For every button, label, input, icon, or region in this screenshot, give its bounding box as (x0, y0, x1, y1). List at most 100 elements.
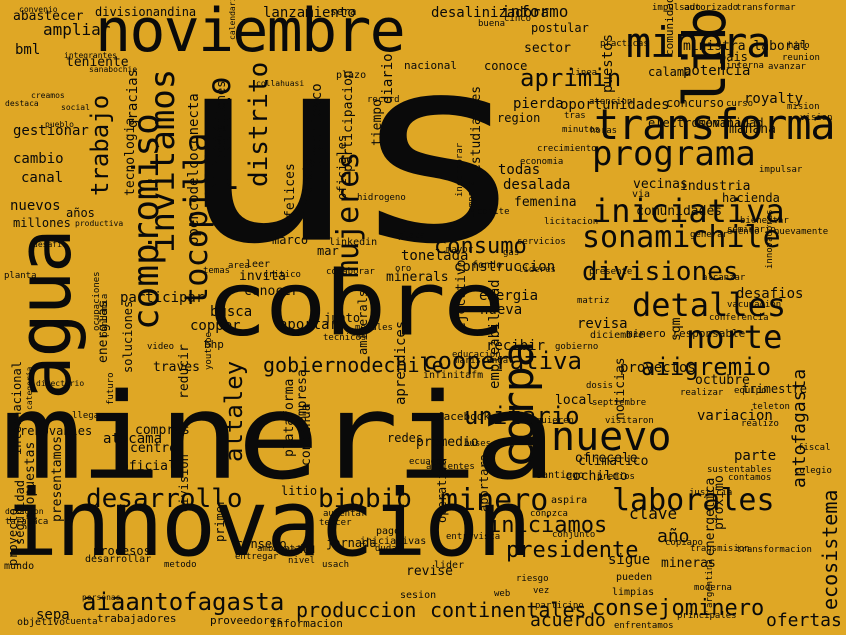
word-w002: mineria (0, 367, 557, 507)
word-w031: produccion (296, 598, 417, 622)
word-w146: electromovilidad (648, 116, 764, 130)
word-w104: recibir (486, 338, 546, 354)
word-w081: desalada (503, 177, 571, 193)
word-w092: conocer (244, 284, 299, 299)
word-w003: innovacion (3, 470, 532, 577)
word-w065: royalty (744, 91, 804, 107)
word-w216: objetivo (17, 617, 66, 628)
word-w284: area (228, 261, 250, 271)
word-w035: altaley (220, 360, 248, 462)
word-w179: linea (570, 68, 598, 78)
word-w050: informo (501, 2, 569, 21)
word-w198: ambiental (257, 544, 306, 554)
word-w149: mañana (729, 122, 776, 137)
word-w143: mineras (661, 556, 716, 571)
word-w036: gobiernodechile (263, 353, 444, 377)
word-w297: presente (589, 267, 633, 277)
word-w042: presidente (506, 538, 639, 563)
word-w103: desafios (736, 286, 804, 302)
word-w043: ecosistema (818, 489, 842, 610)
word-w303: justicia (689, 488, 733, 498)
word-w012: sonamichile (582, 220, 781, 255)
word-w202: conozca (530, 509, 568, 519)
word-w238: participo (535, 601, 584, 611)
word-w196: entrevista (446, 532, 501, 542)
word-w127: compras (135, 423, 190, 438)
word-w192: fondo (472, 260, 503, 271)
word-w126: litio (281, 484, 318, 498)
word-w215: proveedores (210, 614, 283, 627)
word-w234: conjunto (552, 530, 596, 540)
word-w123: noticias (613, 357, 628, 420)
word-w194: evento (727, 227, 760, 237)
word-w299: mariscunga (454, 356, 509, 366)
word-w300: infinitafm (423, 370, 484, 381)
word-w113: atacama (103, 431, 163, 447)
word-w235: dudas (375, 544, 403, 554)
word-w260: horas (590, 126, 618, 136)
word-w171: sesion (400, 590, 437, 601)
word-w114: centro (130, 441, 177, 456)
word-w087: construccion (454, 259, 556, 275)
word-w093: aportar (279, 317, 339, 333)
word-w158: linkedin (329, 237, 378, 248)
word-w240: hidrogeno (357, 193, 406, 203)
word-w219: limpias (612, 587, 655, 598)
word-w273: curso (726, 99, 754, 109)
word-w248: generar (690, 230, 728, 240)
word-w133: presentamos (50, 435, 65, 522)
word-w187: equipo (734, 386, 767, 396)
word-w277: destaca (5, 99, 39, 108)
word-w112: aprendices (393, 320, 409, 405)
word-w210: nivel (288, 556, 316, 566)
word-w120: climatico (578, 454, 649, 469)
word-w077: tecnologia (123, 117, 138, 196)
word-w264: autorizado (684, 3, 739, 13)
word-w105: proyectos (620, 360, 696, 376)
word-w001: us (176, 0, 528, 301)
word-w062: sector (524, 41, 571, 56)
word-w242: metales (355, 323, 393, 333)
word-w038: trabajo (86, 94, 114, 196)
word-w151: conoce (484, 59, 528, 73)
word-w049: clave (629, 504, 678, 523)
word-w229: fiscal (798, 443, 831, 453)
word-w290: tarapaca (5, 517, 49, 527)
word-w255: nuevamente (774, 227, 829, 237)
word-w245: licitacion (544, 217, 599, 227)
word-w166: septiembre (592, 398, 647, 408)
word-w170: lider (434, 560, 465, 571)
word-w287: video (147, 342, 175, 352)
word-w100: energia (479, 288, 539, 304)
word-w017: minero (440, 483, 549, 518)
word-w204: minero responsable (626, 327, 746, 340)
word-w053: bml (15, 42, 41, 58)
word-w285: critico (263, 270, 301, 280)
word-w148: semana (698, 116, 742, 130)
word-w010: programa (592, 134, 756, 174)
word-w191: minerals (386, 270, 449, 285)
word-w037: aprimin (520, 64, 622, 92)
word-w251: campaña (467, 180, 477, 218)
word-w079: gracias (125, 68, 141, 128)
word-w302: sustentables (707, 465, 773, 475)
word-w236: vez (533, 586, 550, 596)
word-w054: teniente (66, 55, 129, 70)
word-w298: educacion (452, 350, 501, 360)
word-w034: aiigremio (641, 353, 772, 381)
word-w261: crecimiento (537, 144, 597, 154)
word-w228: teleton (752, 402, 790, 412)
word-w233: quieren (536, 416, 574, 426)
word-w201: aumentar (323, 509, 367, 519)
word-w026: consumo (434, 234, 527, 259)
word-w221: moderna (694, 583, 732, 593)
word-w205: gas (503, 248, 520, 258)
word-w258: hito (788, 41, 810, 51)
word-w084: industria (680, 179, 751, 194)
word-w004: cobre (205, 251, 506, 357)
word-w072: cambio (13, 151, 64, 167)
word-w232: visitaron (605, 416, 654, 426)
word-w041: iniciamos (488, 513, 608, 538)
word-w027: divisiones (582, 257, 739, 287)
word-w083: vecinas (633, 177, 688, 192)
